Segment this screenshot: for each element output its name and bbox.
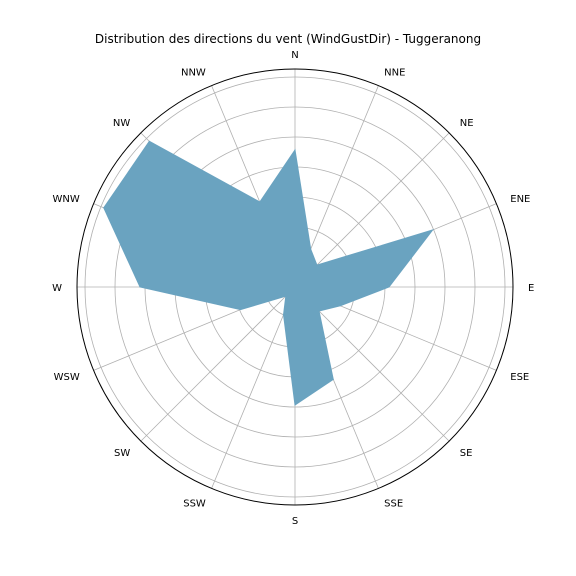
data-point-nnw xyxy=(259,201,261,203)
data-point-se xyxy=(318,310,320,312)
data-point-sse xyxy=(332,378,334,380)
angle-label-e: E xyxy=(528,283,534,294)
angle-label-wnw: WNW xyxy=(52,194,79,205)
data-point-w xyxy=(139,286,141,288)
angle-label-n: N xyxy=(291,50,298,61)
angle-label-ene: ENE xyxy=(510,194,530,205)
grid-spoke xyxy=(211,286,296,489)
data-point-sw xyxy=(285,295,287,297)
angle-label-sw: SW xyxy=(114,448,130,459)
angle-label-nne: NNE xyxy=(384,68,405,79)
angle-label-wsw: WSW xyxy=(54,372,80,383)
angle-label-ese: ESE xyxy=(510,372,529,383)
angle-label-sse: SSE xyxy=(384,498,403,509)
data-point-e xyxy=(388,286,390,288)
angle-label-nw: NW xyxy=(113,118,130,129)
grid-spoke xyxy=(140,286,296,442)
frame-layer xyxy=(76,68,514,506)
angle-label-ne: NE xyxy=(460,118,474,129)
data-point-nne xyxy=(310,248,312,250)
data-point-n xyxy=(294,149,296,151)
grid-spoke xyxy=(294,286,450,442)
data-point-ese xyxy=(339,305,341,307)
label-layer: N NNE NE ENE E ESE SE SSE S SSW SW WSW W WNW NW NNW xyxy=(52,50,534,527)
data-point-wsw xyxy=(239,309,241,311)
series-layer xyxy=(103,140,435,406)
angle-label-w: W xyxy=(52,283,62,294)
series-area xyxy=(103,140,435,406)
data-point-nw xyxy=(148,140,150,142)
data-point-ssw xyxy=(283,314,285,316)
angle-label-ssw: SSW xyxy=(183,498,206,509)
angle-label-nnw: NNW xyxy=(181,68,206,79)
data-point-ene xyxy=(432,229,434,231)
data-point-wnw xyxy=(103,207,105,209)
outer-frame xyxy=(76,68,514,506)
data-point-ne xyxy=(316,264,318,266)
angle-label-s: S xyxy=(292,516,298,527)
grid-spoke xyxy=(294,132,450,288)
angle-label-se: SE xyxy=(460,448,473,459)
data-point-s xyxy=(294,404,296,406)
chart-title: Distribution des directions du vent (Win… xyxy=(94,32,482,46)
